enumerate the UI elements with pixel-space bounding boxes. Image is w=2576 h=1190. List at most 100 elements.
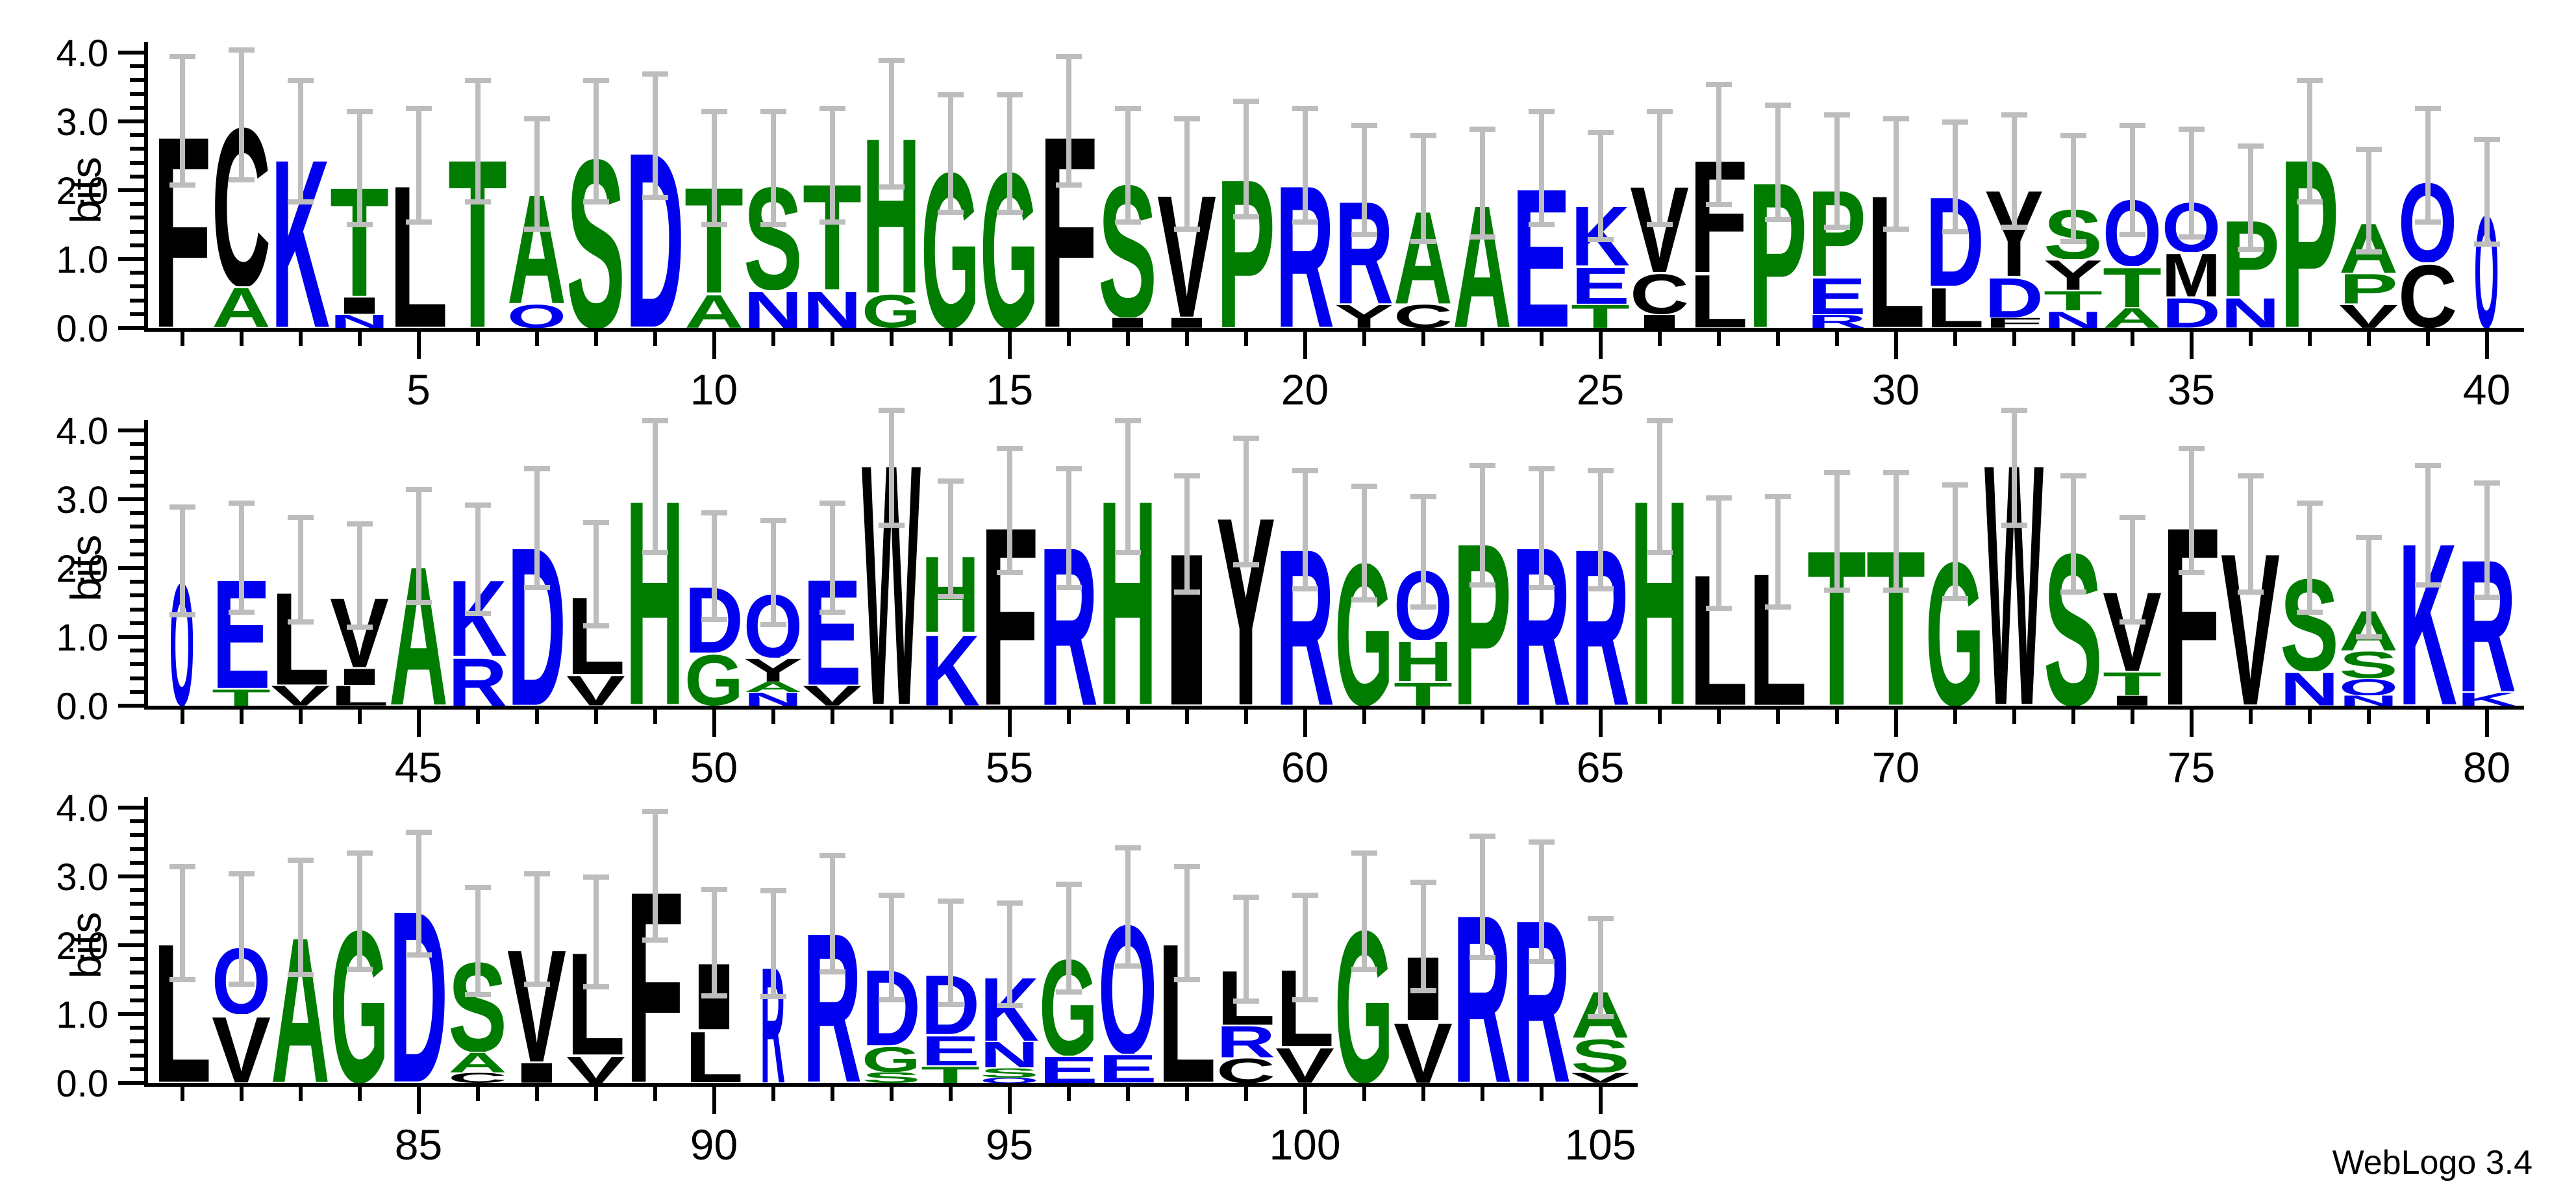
x-tick-label: 95 xyxy=(985,1121,1034,1169)
error-bar xyxy=(1420,495,1426,607)
svg-text:N: N xyxy=(744,290,803,328)
error-bar-cap-top xyxy=(937,478,964,484)
error-bar-cap-top xyxy=(2414,463,2441,468)
x-minor-tick xyxy=(1125,332,1130,346)
y-tick-label: 0.0 xyxy=(56,686,108,728)
x-minor-tick xyxy=(2366,710,2371,724)
svg-text:Y: Y xyxy=(744,658,803,682)
logo-letter-E-pos-97: E xyxy=(1098,1054,1157,1083)
logo-letter-V-pos-52: V xyxy=(803,685,862,706)
error-bar xyxy=(888,59,894,187)
error-bar-cap-top xyxy=(1882,116,1909,121)
error-bar-cap-bottom xyxy=(2473,242,2500,247)
svg-text:R: R xyxy=(1216,1025,1275,1058)
error-bar-cap-top xyxy=(642,809,668,815)
x-axis-line xyxy=(144,1083,1638,1087)
y-minor-tick xyxy=(130,160,144,165)
x-minor-tick xyxy=(1953,710,1957,724)
logo-letter-V-pos-105: V xyxy=(1571,1072,1630,1083)
error-bar-cap-top xyxy=(1114,418,1141,424)
svg-text:T: T xyxy=(1394,682,1453,706)
error-bar-cap-top xyxy=(1823,469,1850,475)
logo-letter-I-pos-18: I xyxy=(1157,317,1216,328)
y-tick-label: 0.0 xyxy=(56,308,108,350)
logo-letter-V-pos-88: V xyxy=(566,1056,625,1083)
svg-text:S: S xyxy=(980,1068,1039,1078)
x-minor-tick xyxy=(239,710,244,724)
error-bar-cap-top xyxy=(1351,850,1377,856)
logo-letter-N-pos-33: N xyxy=(2044,311,2103,328)
error-bar-cap-bottom xyxy=(1823,224,1850,230)
error-bar-cap-bottom xyxy=(523,227,550,232)
x-tick-label: 5 xyxy=(406,366,431,414)
y-minor-tick xyxy=(130,78,144,82)
error-bar-cap-top xyxy=(1646,109,1673,115)
error-bar-cap-top xyxy=(1469,834,1495,839)
error-bar-cap-bottom xyxy=(1232,562,1259,568)
error-bar-cap-top xyxy=(169,504,195,510)
error-bar xyxy=(1243,101,1249,217)
logo-letter-I-pos-26: I xyxy=(1630,314,1689,328)
x-tick-label: 100 xyxy=(1269,1121,1341,1169)
x-major-tick xyxy=(712,332,716,359)
y-minor-tick xyxy=(130,593,144,598)
logo-letter-G-pos-50: G xyxy=(684,653,744,706)
svg-text:V: V xyxy=(2339,304,2398,328)
x-minor-tick xyxy=(1657,710,1662,724)
y-axis-line xyxy=(144,797,148,1085)
error-bar xyxy=(297,859,303,974)
x-minor-tick xyxy=(1125,1087,1130,1101)
x-minor-tick xyxy=(2071,710,2075,724)
x-minor-tick xyxy=(1066,710,1071,724)
error-bar-cap-top xyxy=(2119,514,2145,520)
logo-letter-N-pos-51: N xyxy=(744,692,803,706)
svg-text:C: C xyxy=(1630,273,1689,314)
x-minor-tick xyxy=(830,1087,834,1101)
logo-letter-V-pos-102: V xyxy=(1394,1021,1453,1083)
error-bar xyxy=(2484,482,2490,597)
x-minor-tick xyxy=(2130,332,2134,346)
logo-letter-L-pos-31: L xyxy=(1925,286,1984,328)
error-bar-cap-top xyxy=(1646,418,1673,424)
error-bar xyxy=(356,523,362,626)
x-major-tick xyxy=(1007,710,1012,737)
x-minor-tick xyxy=(1362,332,1366,346)
svg-text:T: T xyxy=(2103,266,2162,308)
x-minor-tick xyxy=(2012,332,2016,346)
y-major-tick xyxy=(118,497,144,501)
error-bar-cap-bottom xyxy=(760,622,786,628)
logo-letter-Q-pos-78: Q xyxy=(2339,678,2398,696)
y-tick-label: 3.0 xyxy=(56,856,108,899)
logo-letter-C-pos-99: C xyxy=(1216,1058,1275,1083)
error-bar-cap-bottom xyxy=(523,982,550,987)
error-bar xyxy=(1420,882,1426,991)
error-bar-cap-bottom xyxy=(1942,229,1968,235)
svg-text:E: E xyxy=(1039,1056,1098,1083)
error-bar-cap-top xyxy=(1469,126,1495,132)
error-bar xyxy=(1716,497,1721,608)
logo-letter-T-pos-94: T xyxy=(921,1066,980,1084)
x-major-tick xyxy=(1598,710,1603,737)
error-bar-cap-top xyxy=(228,871,255,876)
y-minor-tick xyxy=(130,133,144,138)
x-minor-tick xyxy=(1125,710,1130,724)
error-bar-cap-bottom xyxy=(1882,227,1909,232)
error-bar-cap-bottom xyxy=(937,209,964,215)
y-minor-tick xyxy=(130,957,144,961)
error-bar xyxy=(1952,484,1958,599)
logo-letter-L-pos-44: L xyxy=(330,685,389,706)
svg-text:A: A xyxy=(684,293,744,328)
logo-letter-V-pos-38: V xyxy=(2339,304,2398,328)
logo-letter-A-pos-2: A xyxy=(212,286,271,328)
error-bar-cap-bottom xyxy=(1764,217,1791,223)
error-bar-cap-top xyxy=(1764,102,1791,108)
error-bar-cap-top xyxy=(1114,105,1141,111)
error-bar-cap-bottom xyxy=(228,177,255,183)
svg-text:S: S xyxy=(2339,651,2398,678)
error-bar-cap-top xyxy=(1587,915,1614,921)
error-bar-cap-bottom xyxy=(2001,224,2027,230)
x-major-tick xyxy=(2189,332,2194,359)
error-bar xyxy=(652,420,658,552)
x-major-tick xyxy=(1007,1087,1012,1114)
error-bar xyxy=(1479,836,1485,958)
